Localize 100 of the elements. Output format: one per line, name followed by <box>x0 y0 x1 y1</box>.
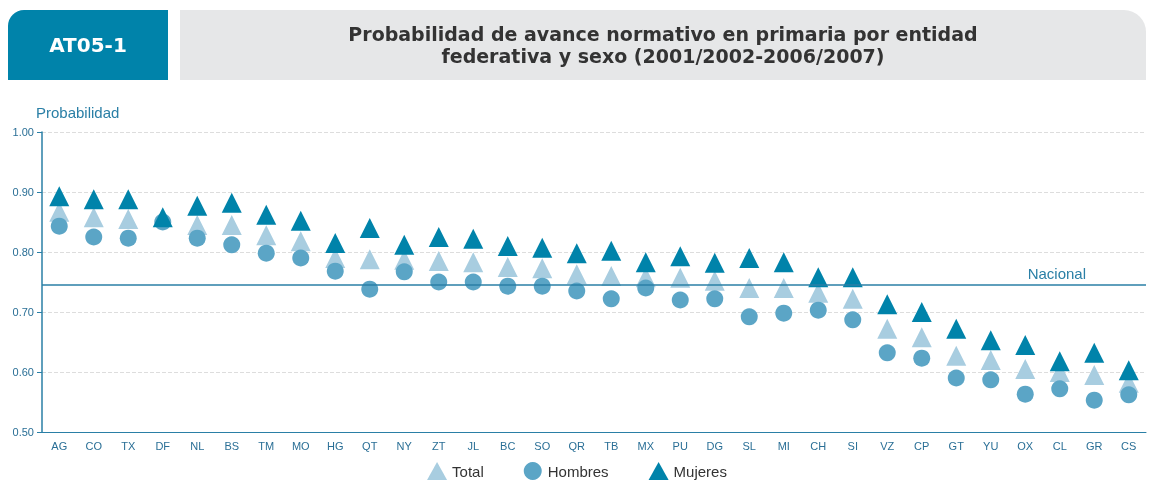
point <box>602 290 620 308</box>
x-tick-label: HG <box>327 439 344 452</box>
point <box>463 252 484 273</box>
point <box>221 192 242 213</box>
point <box>911 327 932 348</box>
x-tick-label: CO <box>85 439 103 452</box>
x-tick-label: QT <box>362 439 378 452</box>
point <box>50 217 68 235</box>
point <box>566 243 587 264</box>
point <box>395 263 413 281</box>
point <box>980 350 1001 370</box>
y-tick-label: 1.00 <box>12 126 34 138</box>
point <box>773 278 794 298</box>
point <box>911 302 932 322</box>
x-tick-label: CP <box>914 439 930 452</box>
x-tick-label: DG <box>706 439 723 452</box>
point <box>877 318 898 339</box>
point <box>842 288 863 309</box>
legend-label: Hombres <box>547 462 609 480</box>
point <box>118 209 139 229</box>
y-tick-label: 0.50 <box>12 426 34 438</box>
x-tick-label: SI <box>847 439 858 452</box>
point <box>119 229 137 247</box>
point <box>463 228 484 249</box>
point <box>877 294 898 315</box>
x-tick-label: CS <box>1121 439 1137 452</box>
x-tick-label: DF <box>155 439 171 452</box>
point <box>704 252 725 273</box>
point <box>671 291 689 309</box>
point <box>1015 359 1036 379</box>
legend-label: Mujeres <box>673 462 727 480</box>
point <box>566 264 587 285</box>
ref-line-label: Nacional <box>1027 265 1086 282</box>
point <box>1118 360 1139 381</box>
point <box>497 236 518 256</box>
x-tick-label: YU <box>983 439 999 452</box>
point <box>1016 385 1034 403</box>
point <box>187 195 208 216</box>
x-tick-label: GT <box>948 439 965 452</box>
x-tick-label: GR <box>1086 439 1103 452</box>
x-tick-label: TM <box>258 439 275 452</box>
x-tick-label: MX <box>637 439 655 452</box>
x-tick-label: BS <box>224 439 240 452</box>
point <box>1051 380 1069 398</box>
x-tick-label: TB <box>604 439 619 452</box>
text: AT05-1 <box>8 10 168 80</box>
point <box>532 237 553 258</box>
point <box>947 369 965 387</box>
point <box>497 257 518 277</box>
point <box>913 349 931 367</box>
point <box>359 218 380 238</box>
point <box>290 210 311 231</box>
point <box>326 262 344 280</box>
x-tick-label: JL <box>467 439 480 452</box>
point <box>601 240 622 261</box>
point <box>221 215 242 235</box>
point <box>635 252 656 273</box>
y-tick-label: 0.70 <box>12 306 34 318</box>
point <box>256 204 277 225</box>
point <box>1084 365 1105 385</box>
x-tick-label: MO <box>291 439 311 452</box>
y-tick-label: 0.80 <box>12 246 34 258</box>
point <box>706 290 724 308</box>
point <box>739 248 760 268</box>
x-tick-label: SO <box>534 439 551 452</box>
point <box>359 249 380 270</box>
point <box>1015 335 1036 355</box>
point <box>844 311 862 329</box>
point <box>83 189 104 210</box>
x-tick-label: BC <box>500 439 516 452</box>
x-tick-label: CL <box>1052 439 1067 452</box>
y-axis-title: Probabilidad <box>36 104 120 121</box>
point <box>428 251 449 271</box>
x-tick-label: NL <box>190 439 205 452</box>
point <box>394 234 415 255</box>
point <box>118 189 139 210</box>
y-tick-label: 0.60 <box>12 366 34 378</box>
x-tick-label: VZ <box>880 439 895 452</box>
x-tick-label: AG <box>51 439 68 452</box>
point <box>773 252 794 273</box>
point <box>325 233 346 253</box>
point <box>532 258 553 279</box>
x-tick-label: QR <box>568 439 586 452</box>
point <box>1085 391 1103 409</box>
point <box>223 236 241 254</box>
point <box>740 308 758 326</box>
point <box>670 246 691 267</box>
point <box>188 229 206 247</box>
point <box>152 207 173 228</box>
x-tick-label: SL <box>742 439 756 452</box>
point <box>49 186 70 207</box>
point <box>980 330 1001 351</box>
point <box>982 371 1000 389</box>
point <box>775 304 793 322</box>
point <box>1049 351 1070 372</box>
point <box>83 207 104 228</box>
x-tick-label: ZT <box>432 439 446 452</box>
point <box>946 318 967 339</box>
point <box>946 345 967 366</box>
point <box>256 225 277 246</box>
